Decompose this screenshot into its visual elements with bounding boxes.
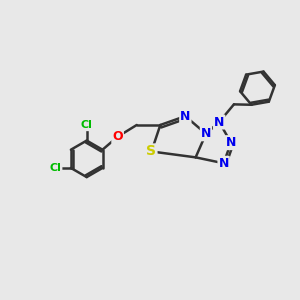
- Text: N: N: [180, 110, 190, 123]
- Text: S: S: [146, 145, 157, 158]
- Text: N: N: [214, 116, 224, 128]
- Text: O: O: [112, 130, 123, 143]
- Text: Cl: Cl: [50, 163, 61, 173]
- Text: Cl: Cl: [81, 120, 93, 130]
- Text: N: N: [226, 136, 236, 149]
- Text: N: N: [218, 157, 229, 170]
- Text: N: N: [201, 127, 211, 140]
